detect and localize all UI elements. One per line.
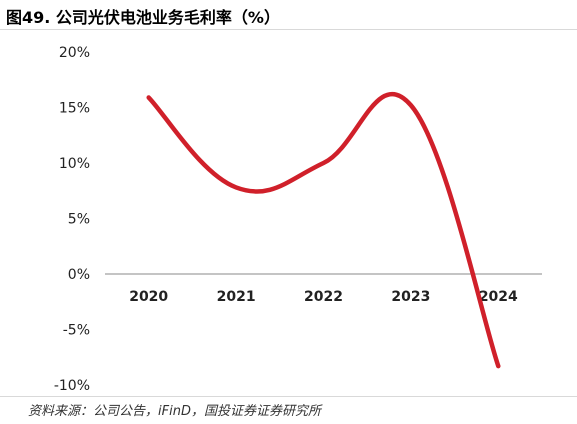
- source-note: 资料来源：公司公告，iFinD，国投证券证券研究所: [28, 404, 321, 419]
- x-tick-label: 2024: [479, 289, 518, 305]
- y-tick-label: 15%: [59, 101, 90, 117]
- y-tick-label: 10%: [59, 156, 90, 172]
- bottom-rule: [0, 396, 577, 397]
- x-tick-label: 2023: [391, 289, 430, 305]
- y-tick-label: 0%: [68, 267, 90, 283]
- x-tick-label: 2022: [304, 289, 343, 305]
- x-tick-label: 2021: [217, 289, 256, 305]
- x-axis-labels: 2020 2021 2022 2023 2024: [129, 289, 518, 305]
- series-line: [146, 91, 501, 369]
- top-rule: [0, 29, 577, 30]
- y-tick-label: 5%: [68, 212, 90, 228]
- y-tick-label: -10%: [54, 378, 90, 394]
- y-tick-label: 20%: [59, 45, 90, 61]
- chart-title: 图49. 公司光伏电池业务毛利率（%）: [6, 8, 280, 27]
- x-tick-label: 2020: [129, 289, 168, 305]
- y-tick-label: -5%: [63, 323, 90, 339]
- y-axis-labels: 20% 15% 10% 5% 0% -5% -10%: [54, 45, 90, 394]
